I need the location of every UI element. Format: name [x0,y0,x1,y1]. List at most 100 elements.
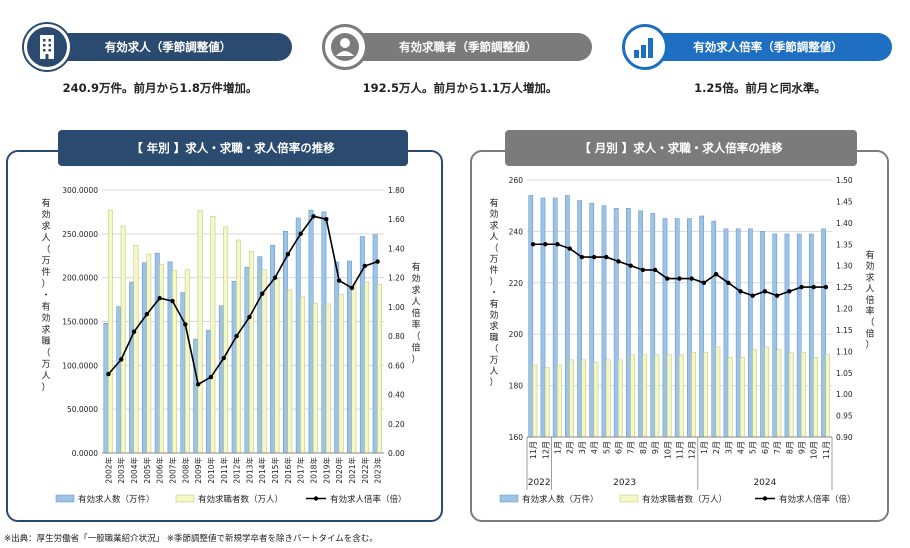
bar-seekers [727,357,733,438]
ratio-line [107,215,378,386]
annual-chart: 300.0000 250.0000 200.0000 150.0000 100.0000… [41,186,420,505]
monthly-chart: 260 240 220 200 180 160 1.50 1.45 1.40 1.35 1.30 1.… [489,176,874,505]
ratio-point [665,276,670,281]
ratio-point [298,231,303,237]
y-axis-title: 効 [41,312,50,324]
x-category-label: 2008年 [180,457,190,484]
y2-tick-label: 1.40 [388,244,405,253]
bar-offers [613,208,619,438]
y-tick-label: 0.0000 [72,449,98,458]
y-tick-label: 100.0000 [62,361,98,370]
ratio-point [726,280,731,285]
ratio-point [604,254,609,260]
y2-axis-title: 人 [411,297,420,308]
ratio-point [677,276,682,281]
bar-offers [687,218,692,438]
x-category-label: 3月 [724,441,733,454]
bar-offers [662,218,668,438]
bar-seekers [752,349,757,438]
y2-tick-label: 1.20 [836,305,853,314]
ratio-point [131,329,137,334]
bar-seekers [557,364,562,438]
y2-tick-label: 0.90 [836,433,853,442]
year-label: 2022 [528,478,551,488]
y2-tick-label: 1.00 [388,303,405,312]
y-tick-label: 240 [509,227,524,236]
monthly-chart-title: 【 月別 】求人・求職・求人倍率の推移 [505,130,857,166]
kpi-seekers-text: 192.5万人。前月から1.1万人増加。 [362,81,558,95]
legend-label: 有効求人数（万件） [522,494,599,505]
ratio-point [324,217,329,222]
legend-swatch-ratio-marker [762,496,768,501]
bar-offers [231,280,237,454]
y-axis-title: ・ [41,291,50,301]
ratio-point [750,293,755,298]
legend-swatch-seekers [175,494,195,503]
kpi-ratio-text: 1.25倍。前月と同水準。 [694,81,826,95]
x-category-label: 2004年 [129,457,139,484]
bar-seekers [120,225,126,454]
x-category-label: 2017年 [296,457,306,484]
y-axis-title: 求 [489,320,498,332]
ratio-point [640,267,646,273]
y-tick-label: 260 [509,176,524,185]
y-axis-title: （ [41,244,50,255]
ratio-point [221,355,226,361]
y-axis-title: 求 [41,220,50,232]
y-axis-title: 求 [41,324,50,336]
legend-swatch-offers [499,494,519,503]
bar-offers [638,210,643,438]
bar-seekers [338,294,344,454]
x-category-label: 2003年 [116,457,126,484]
bar-seekers [107,209,113,454]
x-category-label: 8月 [785,441,794,454]
x-category-label: 10月 [663,441,672,459]
bar-offers [372,234,378,454]
x-category-label: 6月 [615,441,624,454]
y2-tick-label: 0.00 [388,449,405,458]
x-category-label: 12月 [688,441,697,459]
bar-seekers [171,270,177,454]
bar-seekers [801,351,806,438]
bar-seekers [184,269,190,454]
ratio-point [530,242,536,247]
legend-label: 有効求人倍率（倍） [330,494,407,505]
ratio-point [170,298,175,304]
bar-seekers [532,364,538,438]
y2-axis-title: 人 [865,284,874,295]
ratio-point [787,289,792,294]
kpi-ratio-label: 有効求人倍率（季節調整値） [644,33,892,61]
bar-offers [748,228,753,438]
bar-seekers [133,244,139,454]
bar-seekers [813,357,818,438]
y2-tick-label: 0.80 [388,332,405,341]
y-axis-title: 職 [41,336,50,347]
y-axis-title: ） [41,279,50,290]
legend-label: 有効求職者数（万人） [642,494,727,505]
x-category-label: 3月 [578,441,587,454]
x-category-label: 2002年 [103,457,113,484]
y-axis-title: 万 [489,255,498,265]
bar-seekers [630,354,635,438]
ratio-point [362,263,367,269]
bar-offers [577,200,582,438]
ratio-point [823,284,829,290]
bar-seekers [364,281,370,454]
x-category-label: 5月 [602,441,611,454]
bar-seekers [581,359,587,438]
y2-tick-label: 0.60 [388,361,405,370]
x-category-label: 11月 [676,441,685,459]
ratio-point [616,259,621,264]
ratio-point [144,311,150,317]
y-axis-title: 有 [489,298,498,310]
bar-offers [282,230,288,454]
y2-axis-title: 有 [411,261,420,273]
bar-seekers [197,209,203,454]
y-tick-label: 250.0000 [62,230,98,239]
bar-offers [552,197,558,438]
x-category-label: 9月 [798,441,807,454]
y-tick-label: 300.0000 [62,186,98,195]
y2-tick-label: 1.45 [836,197,853,206]
bar-offers [528,195,534,438]
bar-offers [116,306,122,454]
